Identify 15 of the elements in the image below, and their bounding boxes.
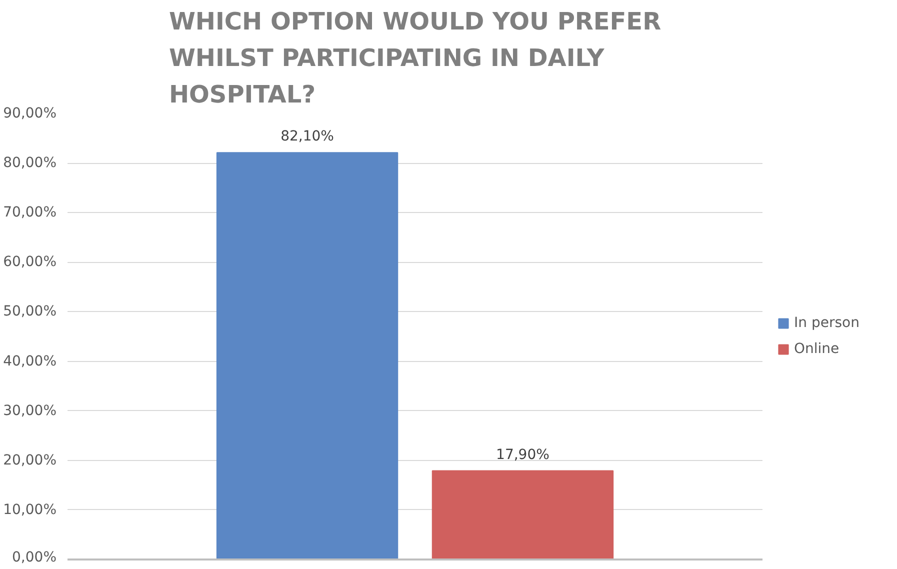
- y-tick-label: 20,00%: [3, 452, 57, 468]
- legend-label: Online: [794, 341, 840, 357]
- y-tick-label: 70,00%: [3, 204, 57, 221]
- y-tick-label: 30,00%: [3, 402, 57, 419]
- y-tick-label: 60,00%: [3, 254, 57, 270]
- legend-label: In person: [794, 315, 860, 331]
- y-tick-label: 90,00%: [3, 106, 57, 122]
- y-tick-label: 80,00%: [3, 155, 57, 172]
- y-tick-label: 40,00%: [3, 353, 57, 370]
- y-tick-label: 50,00%: [3, 304, 57, 320]
- data-label: 17,90%: [496, 446, 550, 463]
- y-tick-label: 0,00%: [12, 550, 57, 566]
- y-tick-label: 10,00%: [3, 502, 57, 518]
- chart-title: WHICH OPTION WOULD YOU PREFER WHILST PARTICIPATING IN DAILY HOSPITAL?: [168, 8, 662, 108]
- data-label: 82,10%: [280, 128, 334, 145]
